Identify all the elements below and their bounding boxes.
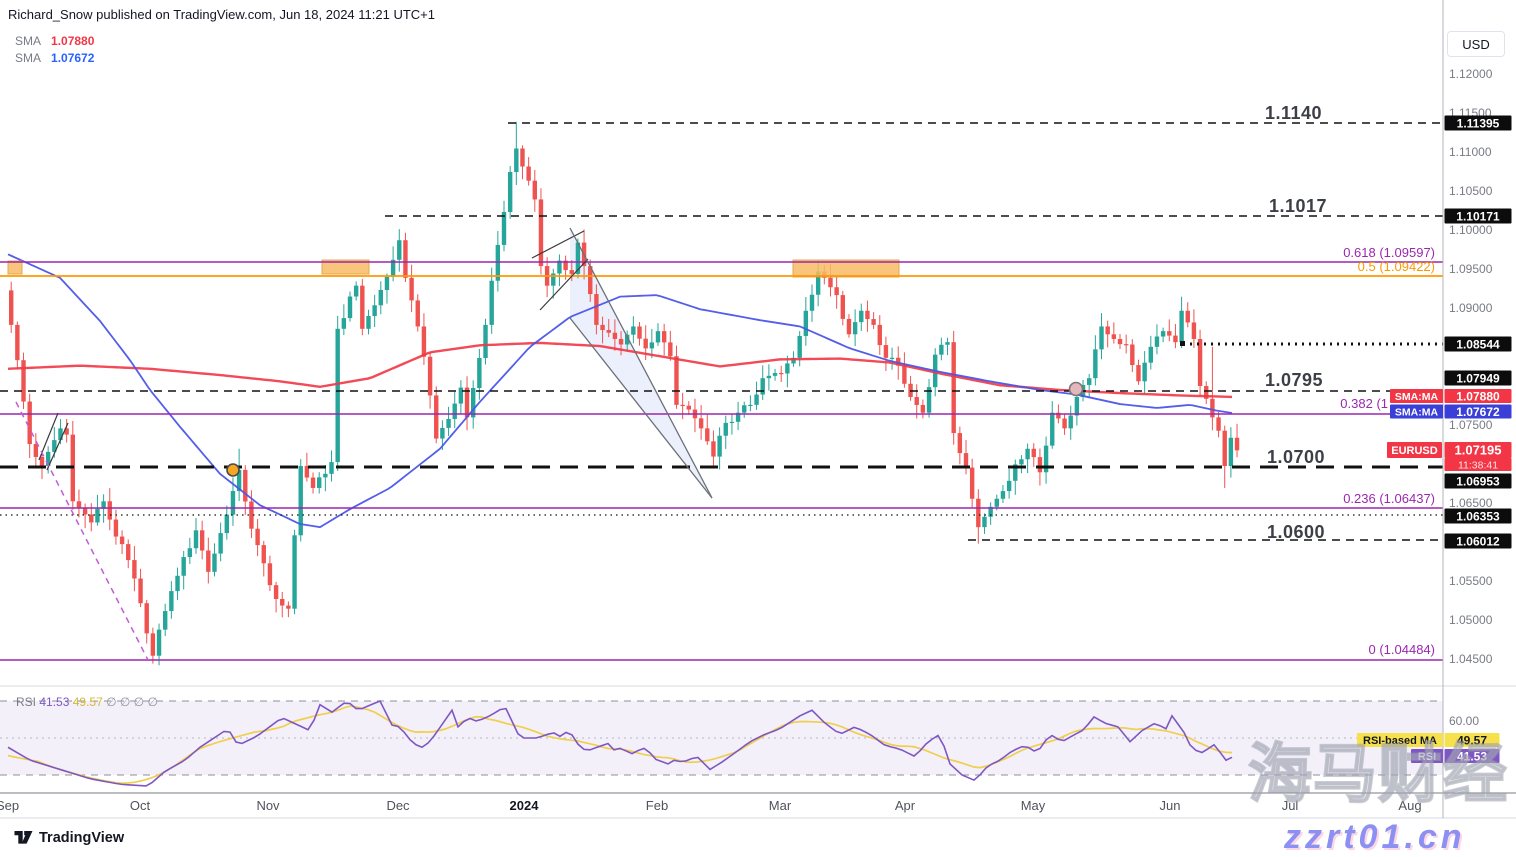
- price-tick: 1.09000: [1449, 301, 1493, 315]
- sma-label: SMA: [15, 51, 42, 65]
- month-label: Feb: [646, 798, 668, 813]
- month-label: Aug: [1398, 798, 1421, 813]
- supply-zone-box: [792, 259, 900, 278]
- svg-text:1.07195: 1.07195: [1455, 443, 1502, 458]
- currency-toggle-button[interactable]: USD: [1447, 31, 1505, 57]
- supply-zone-box: [321, 259, 370, 275]
- svg-text:1.11395: 1.11395: [1457, 116, 1500, 130]
- line-anchor-marker: [1180, 341, 1185, 346]
- price-tick: 1.05000: [1449, 613, 1493, 627]
- level-price-text: 1.0700: [1267, 447, 1325, 467]
- price-tick: 1.12000: [1449, 67, 1493, 81]
- fib-label: 0 (1.04484): [1369, 642, 1436, 657]
- circle-markers: [226, 381, 1084, 477]
- circle-marker: [226, 463, 240, 477]
- fib-label: 0.618 (1.09597): [1343, 245, 1435, 260]
- drawing-lines: [15, 227, 713, 661]
- month-label: May: [1021, 798, 1046, 813]
- svg-text:11:38:41: 11:38:41: [1458, 459, 1498, 471]
- tradingview-logo-text: TradingView: [39, 830, 125, 846]
- month-label: Oct: [130, 798, 151, 813]
- candles: [9, 121, 1240, 666]
- svg-text:1.07880: 1.07880: [1456, 389, 1500, 403]
- trend-line: [46, 422, 69, 471]
- month-label: Apr: [895, 798, 916, 813]
- sma-legend-1: SMA 1.07880: [15, 34, 94, 48]
- fib-label: 0.5 (1.09422): [1358, 259, 1435, 274]
- svg-text:SMA:MA: SMA:MA: [1395, 406, 1439, 418]
- month-label: Nov: [256, 798, 280, 813]
- level-price-text: 1.1140: [1265, 103, 1322, 123]
- sma-value: 1.07880: [51, 34, 95, 48]
- svg-text:1.07949: 1.07949: [1456, 371, 1500, 385]
- trend-line: [539, 258, 589, 311]
- month-label: Sep: [0, 798, 19, 813]
- svg-text:41.53: 41.53: [1457, 749, 1487, 763]
- price-tick: 1.10000: [1449, 223, 1493, 237]
- price-tick: 1.09500: [1449, 262, 1493, 276]
- sma-legend-2: SMA 1.07672: [15, 51, 94, 65]
- publication-title: Richard_Snow published on TradingView.co…: [8, 7, 435, 22]
- month-label: Mar: [769, 798, 792, 813]
- svg-text:EURUSD: EURUSD: [1391, 445, 1438, 457]
- tradingview-logo-icon: [14, 831, 33, 844]
- rsi-pane: RSI 41.53 49.57 ∅ ∅ ∅ ∅: [0, 695, 1443, 787]
- tradingview-logo[interactable]: TradingView: [14, 830, 124, 846]
- svg-text:RSI: RSI: [1418, 751, 1436, 763]
- level-price-text: 1.0600: [1267, 522, 1325, 542]
- svg-text:1.10171: 1.10171: [1456, 209, 1500, 223]
- svg-text:RSI-based MA: RSI-based MA: [1363, 735, 1437, 747]
- svg-text:1.08544: 1.08544: [1456, 337, 1500, 351]
- sma-blue-line: [7, 253, 1233, 529]
- svg-text:1.06353: 1.06353: [1456, 509, 1500, 523]
- axes: 1.120001.115001.110001.105001.100001.095…: [0, 0, 1516, 819]
- rsi-legend: RSI 41.53 49.57 ∅ ∅ ∅ ∅: [16, 695, 158, 709]
- supply-zone-box: [7, 260, 23, 275]
- rsi-line: [7, 699, 1233, 787]
- level-price-text: 1.1017: [1269, 196, 1327, 216]
- level-price-text: 1.0795: [1265, 370, 1323, 390]
- month-label: 2024: [510, 798, 540, 813]
- fib-labels: 0.618 (1.09597)0.5 (1.09422) 0.382 (1 0.23…: [1340, 245, 1435, 657]
- sma-lines: [7, 253, 1233, 529]
- circle-marker: [1068, 381, 1084, 397]
- month-label: Jul: [1282, 798, 1299, 813]
- price-tick: 1.11000: [1449, 145, 1492, 159]
- fib-label: 0.382 (1: [1340, 396, 1388, 411]
- supply-zone-boxes: [7, 259, 900, 278]
- price-tick: 1.04500: [1449, 652, 1493, 666]
- fib-label: 0.236 (1.06437): [1343, 491, 1435, 506]
- axis-badges: 1.11395 1.10171 1.08544 1.07949 1.06953 1.063…: [1357, 115, 1512, 763]
- trend-line: [531, 230, 585, 259]
- svg-text:1.06012: 1.06012: [1456, 534, 1500, 548]
- sma-value: 1.07672: [51, 51, 95, 65]
- price-tick: 1.07500: [1449, 418, 1493, 432]
- sma-label: SMA: [15, 34, 42, 48]
- price-tick: 1.05500: [1449, 574, 1493, 588]
- svg-text:49.57: 49.57: [1457, 733, 1487, 747]
- rsi-tick: 60.00: [1449, 714, 1479, 728]
- month-label: Dec: [386, 798, 410, 813]
- trend-line: [15, 401, 149, 661]
- svg-text:SMA:MA: SMA:MA: [1395, 391, 1439, 403]
- price-tick: 1.06500: [1449, 496, 1493, 510]
- price-tick: 1.10500: [1449, 184, 1493, 198]
- svg-text:1.06953: 1.06953: [1456, 474, 1500, 488]
- svg-text:1.07672: 1.07672: [1456, 405, 1500, 419]
- price-level-lines: [0, 122, 1443, 661]
- level-price-texts: 1.1140 1.1017 1.0795 1.0700 1.0600: [1265, 103, 1327, 542]
- month-label: Jun: [1160, 798, 1181, 813]
- time-axis-labels: Sep Oct Nov Dec 2024 Feb Mar Apr May Jun Jul Aug: [0, 798, 1422, 813]
